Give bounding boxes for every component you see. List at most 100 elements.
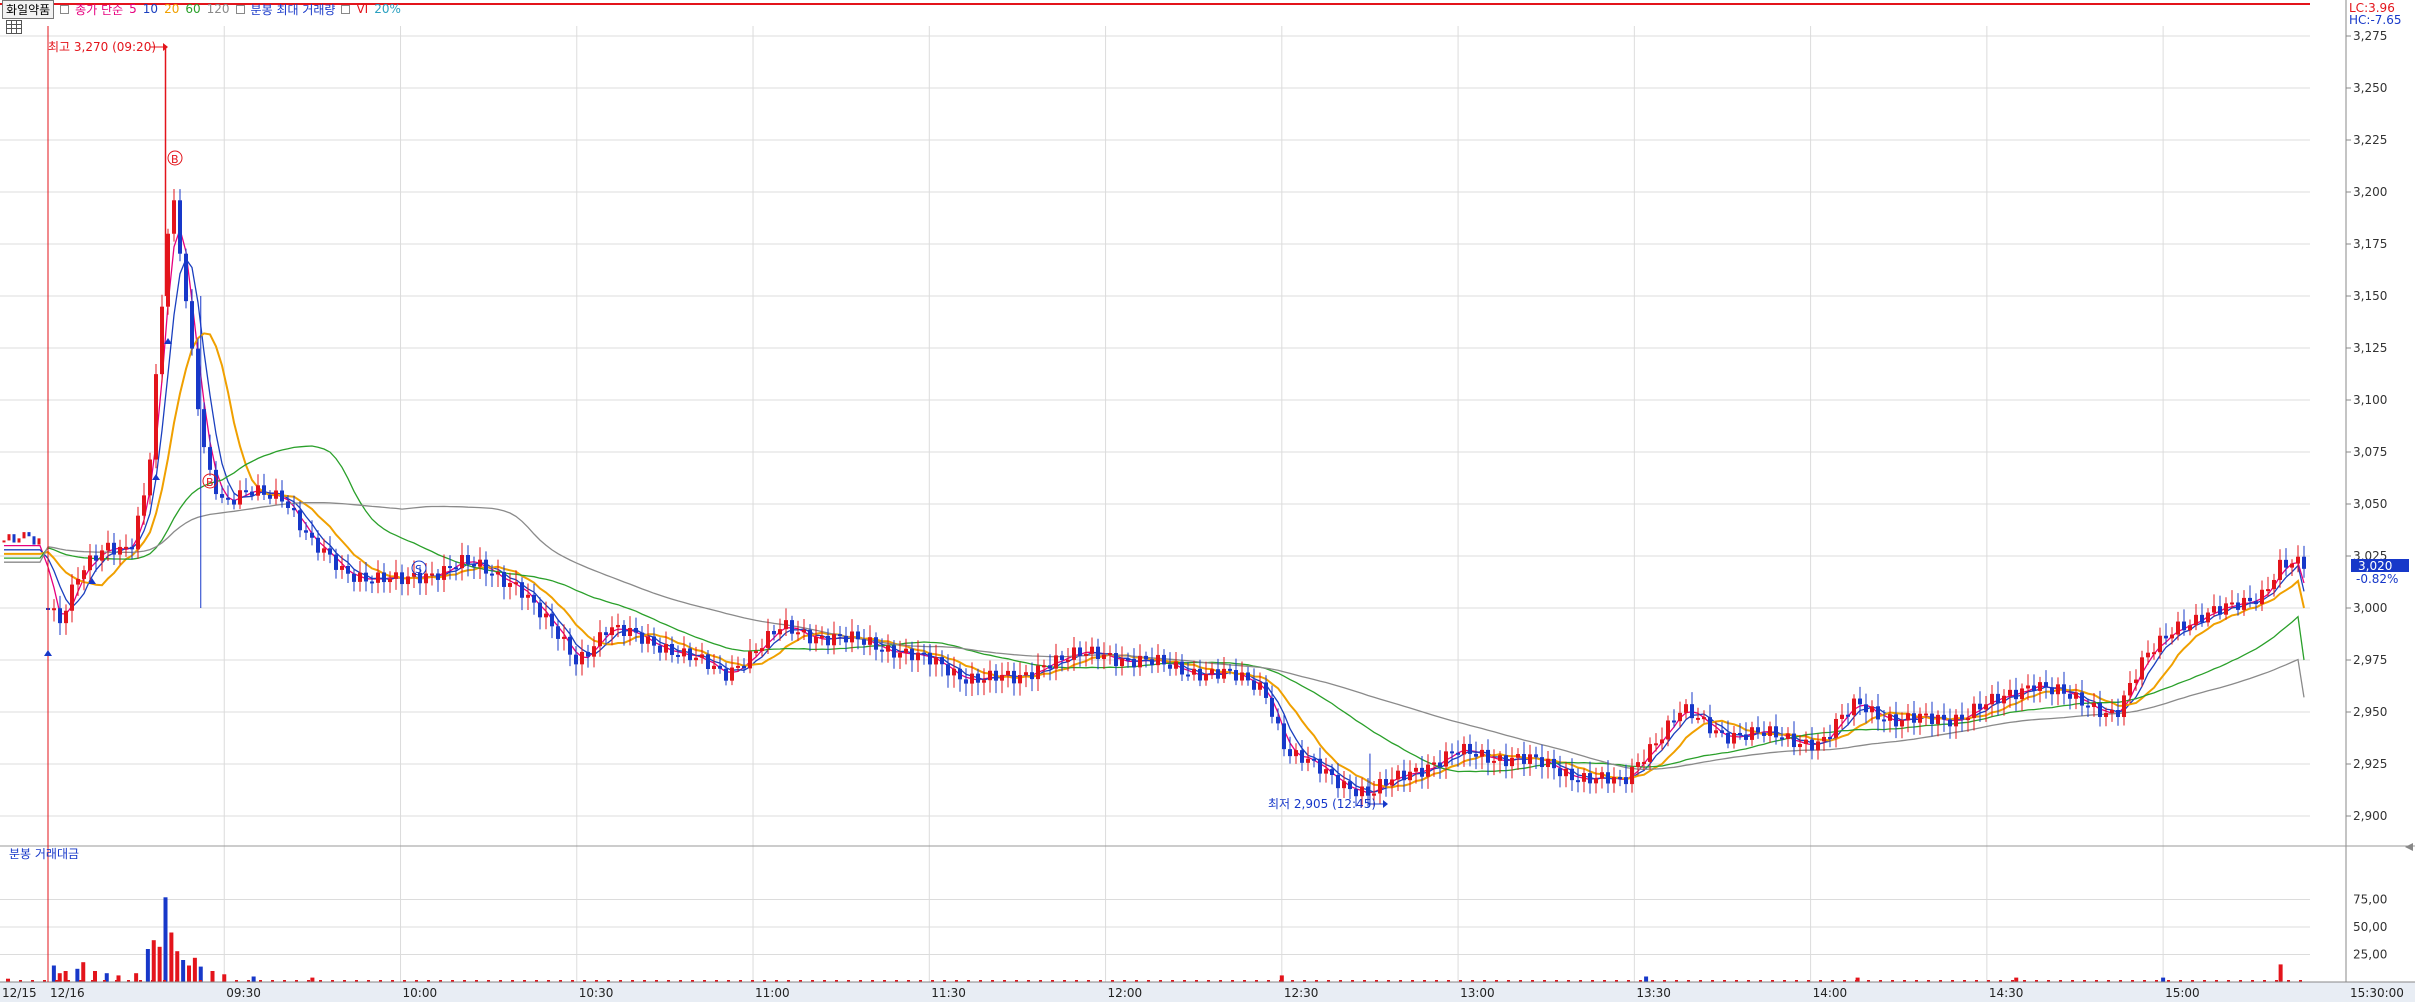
volume-bar-small	[1411, 980, 1414, 982]
candlestick	[688, 648, 692, 661]
candlestick	[292, 507, 296, 511]
candlestick	[1648, 744, 1652, 762]
buy-arrow-icon	[152, 474, 160, 480]
volume-bar-small	[1039, 980, 1042, 982]
volume-bar-small	[2059, 980, 2062, 982]
candlestick	[2080, 692, 2084, 706]
candlestick	[52, 608, 56, 611]
time-tick-label: 12:00	[1108, 986, 1143, 1000]
candlestick	[2044, 682, 2048, 688]
volume-bar-small	[1291, 980, 1294, 982]
volume-bar	[57, 973, 62, 982]
volume-bar-small	[2155, 980, 2158, 982]
candlestick	[1324, 769, 1328, 774]
candlestick	[562, 636, 566, 639]
volume-bar-small	[691, 980, 694, 982]
volume-bar-small	[1603, 980, 1606, 982]
volume-bar	[2161, 977, 2166, 982]
candlestick	[2260, 589, 2264, 605]
price-tick-label: 2,950	[2353, 705, 2387, 719]
candlestick	[1414, 767, 1418, 772]
stock-name[interactable]: 화일약품	[2, 0, 55, 19]
candlestick	[628, 627, 632, 636]
volume-bar	[163, 897, 168, 982]
volume-bar-small	[1987, 980, 1990, 982]
candlestick	[1168, 664, 1172, 669]
volume-bar-small	[307, 980, 310, 982]
candlestick	[1624, 777, 1628, 785]
candlestick	[1840, 714, 1844, 719]
candlestick	[1564, 768, 1568, 777]
table-grid-icon[interactable]	[6, 20, 22, 34]
volume-bar-small	[919, 980, 922, 982]
candlestick	[154, 374, 158, 460]
candlestick	[1108, 653, 1112, 656]
candlestick	[970, 673, 974, 684]
volume-bar-small	[751, 980, 754, 982]
volume-bar-small	[1447, 980, 1450, 982]
candlestick	[1066, 659, 1070, 662]
volume-tick-label: 25,00	[2353, 948, 2387, 962]
candlestick	[844, 635, 848, 643]
candlestick	[2164, 635, 2168, 639]
candlestick	[2254, 601, 2258, 605]
volume-bar-small	[547, 980, 550, 982]
candlestick	[568, 636, 572, 655]
vi-toggle-icon[interactable]	[341, 4, 351, 14]
candlestick	[112, 542, 116, 555]
candlestick	[472, 563, 476, 567]
volume-bar-small	[1375, 980, 1378, 982]
candlestick	[1462, 743, 1466, 755]
candlestick	[670, 643, 674, 655]
buy-arrow-icon	[44, 650, 52, 656]
volume-bar-small	[1879, 980, 1882, 982]
volume-bar-small	[1939, 980, 1942, 982]
candlestick	[1498, 755, 1502, 761]
candlestick	[1936, 714, 1940, 725]
candlestick	[502, 572, 506, 587]
candlestick	[1978, 703, 1982, 710]
candlestick	[1792, 733, 1796, 748]
candlestick	[862, 639, 866, 645]
candlestick	[430, 573, 434, 576]
candlestick	[850, 631, 854, 643]
price-tick-label: 3,225	[2353, 133, 2387, 147]
ma-period-10: 10	[142, 2, 159, 16]
volume-label: 분봉 최대 거래량	[250, 2, 336, 17]
volume-bar	[151, 940, 156, 982]
candlestick	[1006, 670, 1010, 675]
volume-bar-small	[2239, 980, 2242, 982]
volume-bar-small	[1339, 980, 1342, 982]
candlestick	[166, 233, 170, 307]
candlestick	[766, 630, 770, 649]
volume-bar-small	[727, 980, 730, 982]
candlestick	[634, 627, 638, 633]
volume-bar-small	[1363, 980, 1366, 982]
candlestick	[1000, 674, 1004, 681]
ma-toggle-icon[interactable]	[60, 4, 70, 14]
volume-bar-small	[1735, 980, 1738, 982]
volume-bar	[198, 966, 203, 982]
candlestick	[7, 534, 11, 541]
volume-bar-small	[1591, 980, 1594, 982]
volume-bar-small	[1507, 980, 1510, 982]
candlestick	[226, 497, 230, 500]
volume-bar-small	[499, 980, 502, 982]
volume-bar-small	[1183, 980, 1186, 982]
volume-toggle-icon[interactable]	[235, 4, 245, 14]
candlestick	[12, 534, 16, 543]
volume-bar-small	[151, 980, 154, 982]
candlestick	[1516, 754, 1520, 758]
buy-marker-circle	[167, 150, 183, 166]
candlestick	[2188, 625, 2192, 631]
candlestick	[598, 632, 602, 647]
volume-bar-small	[1435, 980, 1438, 982]
candlestick	[2062, 684, 2066, 694]
time-tick-label: 15:00	[2165, 986, 2200, 1000]
candlestick	[1036, 665, 1040, 680]
volume-bar-small	[1303, 980, 1306, 982]
volume-bar-small	[799, 980, 802, 982]
candlestick	[1600, 772, 1604, 779]
candlestick	[1156, 654, 1160, 666]
